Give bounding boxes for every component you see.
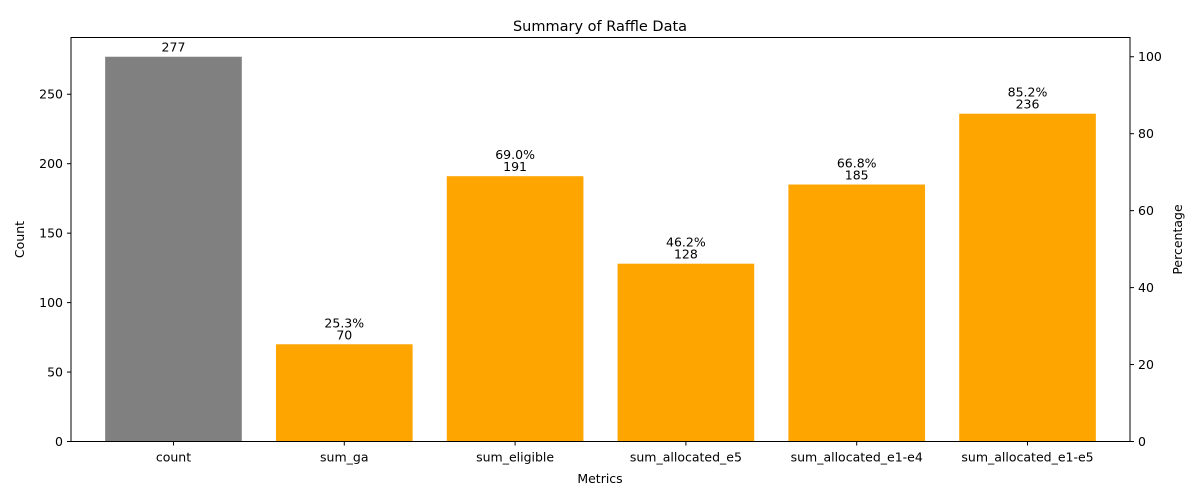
x-tick-label: sum_allocated_e1-e4 <box>791 450 923 465</box>
y2-axis-label: Percentage <box>1170 204 1185 275</box>
right-axis: 0 20 40 60 80 100 <box>1130 49 1162 449</box>
y-tick-label: 150 <box>39 226 63 241</box>
bar-sum_allocated_e1-e5 <box>959 113 1096 442</box>
y-tick-label: 200 <box>39 156 63 171</box>
bar-sum_eligible <box>446 176 584 442</box>
percent-label-sum_allocated_e1-e5: 85.2% <box>1008 85 1048 100</box>
value-label-sum_eligible: 191 <box>503 159 527 174</box>
x-tick-label: sum_eligible <box>476 450 554 465</box>
bar-sum_allocated_e1-e4 <box>788 184 926 442</box>
plot-frame <box>70 37 1131 442</box>
y-tick-label: 0 <box>55 434 63 449</box>
value-label-count: 277 <box>162 40 186 55</box>
bars-group <box>105 56 1096 442</box>
bar-sum_ga <box>275 344 413 442</box>
left-axis: 0 50 100 150 200 250 <box>39 87 71 449</box>
y-axis-label: Count <box>12 221 27 258</box>
percent-label-sum_eligible: 69.0% <box>495 147 535 162</box>
y-tick-label: 250 <box>39 87 63 102</box>
x-tick-label: sum_allocated_e5 <box>630 450 742 465</box>
percent-label-sum_allocated_e1-e4: 66.8% <box>837 156 877 171</box>
value-label-sum_allocated_e1-e4: 185 <box>845 168 869 183</box>
value-label-sum_ga: 70 <box>336 327 352 342</box>
y2-tick-label: 20 <box>1138 357 1154 372</box>
y-tick-label: 50 <box>47 365 63 380</box>
x-axis: count sum_ga sum_eligible sum_allocated_e5 s… <box>156 441 1094 465</box>
x-tick-label: count <box>156 450 191 465</box>
y2-tick-label: 60 <box>1138 203 1154 218</box>
chart-title: Summary of Raffle Data <box>513 19 687 35</box>
value-label-sum_allocated_e1-e5: 236 <box>1016 97 1040 112</box>
percent-label-sum_ga: 25.3% <box>324 315 364 330</box>
x-tick-label: sum_ga <box>320 450 368 465</box>
y2-tick-label: 0 <box>1138 434 1146 449</box>
y2-tick-label: 80 <box>1138 126 1154 141</box>
bar-count <box>105 56 242 442</box>
y2-tick-label: 40 <box>1138 280 1154 295</box>
x-axis-label: Metrics <box>577 471 622 486</box>
percent-label-sum_allocated_e5: 46.2% <box>666 235 706 250</box>
value-label-sum_allocated_e5: 128 <box>674 247 698 262</box>
x-tick-label: sum_allocated_e1-e5 <box>961 450 1093 465</box>
y-tick-label: 100 <box>39 295 63 310</box>
y2-tick-label: 100 <box>1138 49 1162 64</box>
bar-sum_allocated_e5 <box>617 263 755 442</box>
